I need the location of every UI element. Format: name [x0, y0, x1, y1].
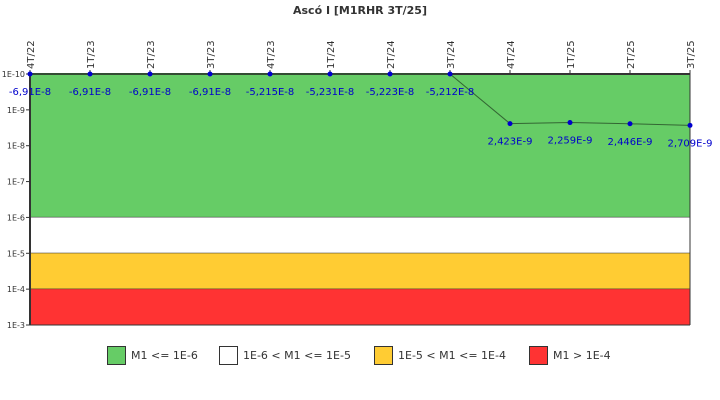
legend-item-green: M1 <= 1E-6: [107, 344, 198, 366]
data-point: [327, 71, 333, 77]
x-tick-label: 2T/25: [626, 40, 637, 69]
x-tick-label: 3T/24: [446, 40, 457, 69]
data-point: [87, 71, 93, 77]
data-point: [147, 71, 153, 77]
legend-item-white: 1E-6 < M1 <= 1E-5: [219, 344, 351, 366]
legend-swatch-red: [529, 345, 548, 365]
data-label: -5,215E-8: [246, 87, 295, 98]
chart-title: Ascó I [M1RHR 3T/25]: [292, 4, 427, 17]
data-label: 2,259E-9: [548, 136, 593, 147]
data-label: 2,446E-9: [608, 137, 653, 148]
x-tick-label: 1T/23: [86, 40, 97, 69]
data-point: [687, 122, 693, 128]
x-tick-label: 4T/23: [266, 40, 277, 69]
legend-label: 1E-5 < M1 <= 1E-4: [398, 348, 506, 362]
data-label: 2,709E-9: [668, 138, 713, 149]
data-label: -6,91E-8: [129, 87, 171, 98]
y-tick-label: 1E-3: [7, 321, 25, 330]
data-label: -6,91E-8: [189, 87, 231, 98]
data-point: [207, 71, 213, 77]
y-tick-label: 1E-4: [7, 285, 25, 294]
band: [30, 74, 690, 218]
data-label: -6,91E-8: [9, 87, 51, 98]
y-tick-label: 1E-9: [7, 106, 25, 115]
data-label: -5,223E-8: [366, 87, 415, 98]
data-label: -6,91E-8: [69, 87, 111, 98]
legend-label: M1 > 1E-4: [553, 348, 611, 362]
band: [30, 253, 690, 290]
data-label: 2,423E-9: [488, 137, 533, 148]
data-point: [387, 71, 393, 77]
band: [30, 289, 690, 325]
y-tick-label: 1E-7: [7, 178, 25, 187]
x-tick-label: 2T/23: [146, 40, 157, 69]
y-tick-label: 1E-10: [2, 70, 25, 79]
data-labels: -6,91E-8 -6,91E-8 -6,91E-8 -6,91E-8 -5,215E-…: [9, 87, 713, 149]
x-tick-label: 3T/25: [686, 40, 697, 69]
data-point: [447, 71, 453, 77]
x-tick-label: 4T/22: [26, 40, 37, 69]
data-point: [627, 121, 633, 127]
x-tick-label: 3T/23: [206, 40, 217, 69]
y-tick-label: 1E-6: [7, 213, 25, 222]
legend-swatch-green: [107, 345, 126, 365]
legend-swatch-white: [219, 345, 238, 365]
y-tick-label: 1E-8: [7, 142, 25, 151]
x-tick-label: 2T/24: [386, 40, 397, 69]
threshold-bands: [30, 74, 690, 326]
legend-item-yellow: 1E-5 < M1 <= 1E-4: [374, 344, 506, 366]
y-tick-label: 1E-5: [7, 249, 25, 258]
legend-label: 1E-6 < M1 <= 1E-5: [243, 348, 351, 362]
legend-item-red: M1 > 1E-4: [529, 344, 611, 366]
data-label: -5,212E-8: [426, 87, 475, 98]
data-series: [27, 71, 693, 128]
data-point: [567, 120, 573, 126]
legend: M1 <= 1E-6 1E-6 < M1 <= 1E-5 1E-5 < M1 <…: [0, 344, 720, 366]
band: [30, 217, 690, 254]
data-point: [267, 71, 273, 77]
x-tick-label: 4T/24: [506, 40, 517, 69]
legend-swatch-yellow: [374, 345, 393, 365]
x-tick-label: 1T/24: [326, 40, 337, 69]
data-point: [27, 71, 33, 77]
legend-label: M1 <= 1E-6: [131, 348, 198, 362]
x-tick-label: 1T/25: [566, 40, 577, 69]
data-label: -5,231E-8: [306, 87, 355, 98]
data-point: [507, 121, 513, 127]
series-line: [30, 73, 691, 126]
